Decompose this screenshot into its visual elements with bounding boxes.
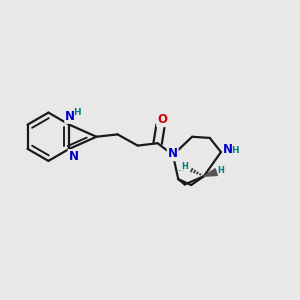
Text: H: H <box>182 162 188 171</box>
Text: H: H <box>217 166 224 175</box>
Text: O: O <box>157 113 167 126</box>
Text: N: N <box>65 110 75 123</box>
Polygon shape <box>204 169 218 176</box>
Text: N: N <box>223 143 233 156</box>
Text: N: N <box>68 150 78 163</box>
Text: N: N <box>168 147 178 160</box>
Text: H: H <box>231 146 239 155</box>
Text: ...: ... <box>177 164 184 173</box>
Text: H: H <box>73 108 80 117</box>
